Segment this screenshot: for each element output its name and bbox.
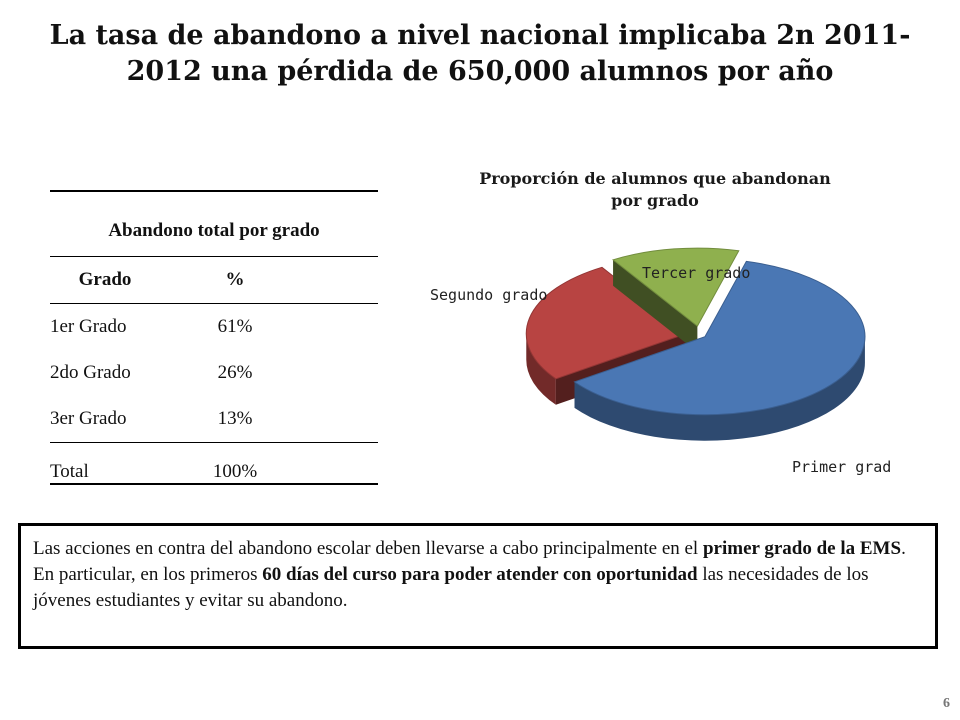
row-grade: 1er Grado <box>50 316 127 337</box>
table-total-row: Total 100% <box>50 443 378 483</box>
page-number: 6 <box>943 696 950 711</box>
chart-title: Proporción de alumnos que abandonan por … <box>479 169 831 210</box>
note-bold-1: primer grado de la EMS <box>702 538 902 559</box>
pie-slice-wall-2 <box>613 259 698 353</box>
pie-slice-side-0 <box>574 336 865 441</box>
pie-slice-1 <box>525 266 688 380</box>
table-row: 3er Grado 13% <box>50 396 378 442</box>
table-header-row: Grado % <box>50 257 378 303</box>
note-text-2: . En particular, en los primeros <box>33 538 906 585</box>
table-header-rule <box>50 303 378 304</box>
total-label: Total <box>50 461 89 482</box>
row-value: 26% <box>217 362 253 383</box>
pie-slice-2 <box>611 247 740 327</box>
dropout-table: Abandono total por grado Grado % 1er Gra… <box>50 190 378 485</box>
table-row: 2do Grado 26% <box>50 350 378 396</box>
pie-label-2: Tercer grado <box>642 264 750 282</box>
header-percent: % <box>225 269 245 290</box>
total-value: 100% <box>212 461 258 482</box>
table-caption-rule <box>50 256 378 257</box>
table-caption: Abandono total por grado <box>108 220 320 241</box>
pie-label-1: Segundo grado <box>430 286 547 304</box>
pie-label-0: Primer grado <box>792 458 890 476</box>
slide-title: La tasa de abandono a nivel nacional imp… <box>0 18 960 90</box>
row-grade: 3er Grado <box>50 408 127 429</box>
note-bold-2: 60 días del curso para poder atender con… <box>262 564 698 585</box>
note-text-3: las necesidades de los jóvenes estudiant… <box>33 564 869 611</box>
pie-slice-side-1 <box>526 333 556 405</box>
row-value: 61% <box>217 316 253 337</box>
header-grado: Grado <box>78 269 132 290</box>
slide-title-line2: 2012 una pérdida de 650,000 alumnos por … <box>126 56 834 87</box>
pie-chart: Primer grado Segundo grado Tercer grado <box>430 247 890 476</box>
table-top-rule <box>50 190 378 192</box>
table-total-rule <box>50 442 378 443</box>
row-grade: 2do Grado <box>50 362 131 383</box>
row-value: 13% <box>217 408 253 429</box>
slide-title-line1: La tasa de abandono a nivel nacional imp… <box>49 20 911 51</box>
note-text-1: Las acciones en contra del abandono esco… <box>33 538 703 559</box>
table-bottom-rule <box>50 483 378 485</box>
pie-slice-0 <box>573 260 866 416</box>
note-box: Las acciones en contra del abandono esco… <box>18 523 938 649</box>
table-row: 1er Grado 61% <box>50 304 378 350</box>
